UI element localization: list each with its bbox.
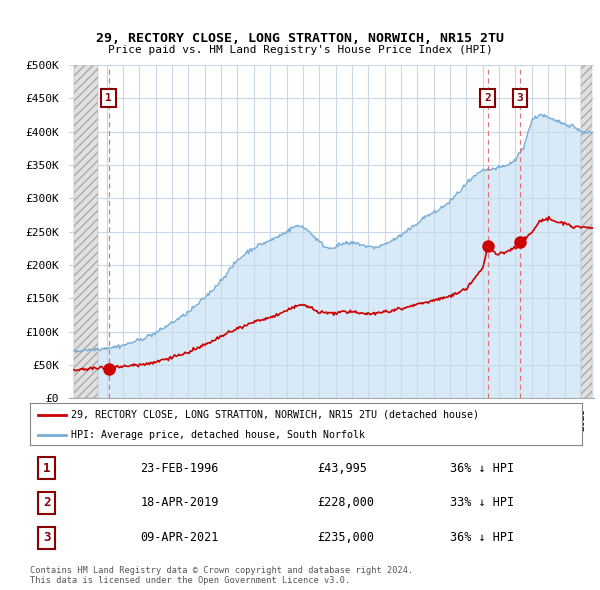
Text: 09-APR-2021: 09-APR-2021 bbox=[140, 532, 219, 545]
Text: 3: 3 bbox=[517, 93, 523, 103]
Text: Contains HM Land Registry data © Crown copyright and database right 2024.
This d: Contains HM Land Registry data © Crown c… bbox=[30, 566, 413, 585]
Text: 33% ↓ HPI: 33% ↓ HPI bbox=[449, 496, 514, 510]
Text: 29, RECTORY CLOSE, LONG STRATTON, NORWICH, NR15 2TU: 29, RECTORY CLOSE, LONG STRATTON, NORWIC… bbox=[96, 32, 504, 45]
Text: 1: 1 bbox=[106, 93, 112, 103]
Text: 36% ↓ HPI: 36% ↓ HPI bbox=[449, 461, 514, 474]
Text: £43,995: £43,995 bbox=[317, 461, 367, 474]
Text: 36% ↓ HPI: 36% ↓ HPI bbox=[449, 532, 514, 545]
Text: 29, RECTORY CLOSE, LONG STRATTON, NORWICH, NR15 2TU (detached house): 29, RECTORY CLOSE, LONG STRATTON, NORWIC… bbox=[71, 410, 479, 420]
Text: 3: 3 bbox=[43, 532, 50, 545]
Text: 18-APR-2019: 18-APR-2019 bbox=[140, 496, 219, 510]
Text: 2: 2 bbox=[43, 496, 50, 510]
Text: 1: 1 bbox=[43, 461, 50, 474]
Text: £228,000: £228,000 bbox=[317, 496, 374, 510]
Text: HPI: Average price, detached house, South Norfolk: HPI: Average price, detached house, Sout… bbox=[71, 430, 365, 440]
Text: 2: 2 bbox=[484, 93, 491, 103]
Text: Price paid vs. HM Land Registry's House Price Index (HPI): Price paid vs. HM Land Registry's House … bbox=[107, 45, 493, 54]
Text: £235,000: £235,000 bbox=[317, 532, 374, 545]
Text: 23-FEB-1996: 23-FEB-1996 bbox=[140, 461, 219, 474]
